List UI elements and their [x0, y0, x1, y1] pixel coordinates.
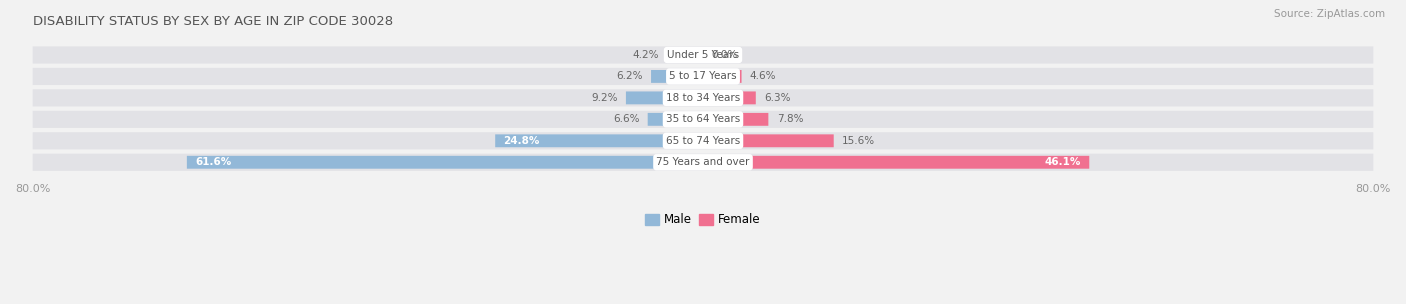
FancyBboxPatch shape	[495, 134, 703, 147]
Text: 65 to 74 Years: 65 to 74 Years	[666, 136, 740, 146]
Text: DISABILITY STATUS BY SEX BY AGE IN ZIP CODE 30028: DISABILITY STATUS BY SEX BY AGE IN ZIP C…	[32, 15, 392, 28]
Text: 5 to 17 Years: 5 to 17 Years	[669, 71, 737, 81]
FancyBboxPatch shape	[651, 70, 703, 83]
FancyBboxPatch shape	[703, 92, 756, 104]
FancyBboxPatch shape	[32, 132, 1374, 149]
Text: 18 to 34 Years: 18 to 34 Years	[666, 93, 740, 103]
Text: 61.6%: 61.6%	[195, 157, 232, 167]
FancyBboxPatch shape	[187, 156, 703, 169]
FancyBboxPatch shape	[32, 68, 1374, 85]
Text: 24.8%: 24.8%	[503, 136, 540, 146]
Text: 15.6%: 15.6%	[842, 136, 875, 146]
FancyBboxPatch shape	[32, 154, 1374, 171]
Text: 46.1%: 46.1%	[1045, 157, 1081, 167]
FancyBboxPatch shape	[626, 92, 703, 104]
FancyBboxPatch shape	[32, 111, 1374, 128]
Text: 4.6%: 4.6%	[749, 71, 776, 81]
FancyBboxPatch shape	[668, 49, 703, 61]
FancyBboxPatch shape	[32, 89, 1374, 106]
Legend: Male, Female: Male, Female	[641, 209, 765, 231]
Text: 9.2%: 9.2%	[591, 93, 617, 103]
FancyBboxPatch shape	[703, 70, 741, 83]
Text: 6.2%: 6.2%	[616, 71, 643, 81]
Text: 0.0%: 0.0%	[711, 50, 738, 60]
Text: 4.2%: 4.2%	[633, 50, 659, 60]
FancyBboxPatch shape	[32, 47, 1374, 64]
FancyBboxPatch shape	[648, 113, 703, 126]
Text: 6.6%: 6.6%	[613, 114, 640, 124]
Text: 7.8%: 7.8%	[776, 114, 803, 124]
FancyBboxPatch shape	[703, 113, 768, 126]
Text: Under 5 Years: Under 5 Years	[666, 50, 740, 60]
Text: 6.3%: 6.3%	[765, 93, 790, 103]
Text: 75 Years and over: 75 Years and over	[657, 157, 749, 167]
FancyBboxPatch shape	[703, 134, 834, 147]
FancyBboxPatch shape	[703, 156, 1090, 169]
Text: 35 to 64 Years: 35 to 64 Years	[666, 114, 740, 124]
Text: Source: ZipAtlas.com: Source: ZipAtlas.com	[1274, 9, 1385, 19]
